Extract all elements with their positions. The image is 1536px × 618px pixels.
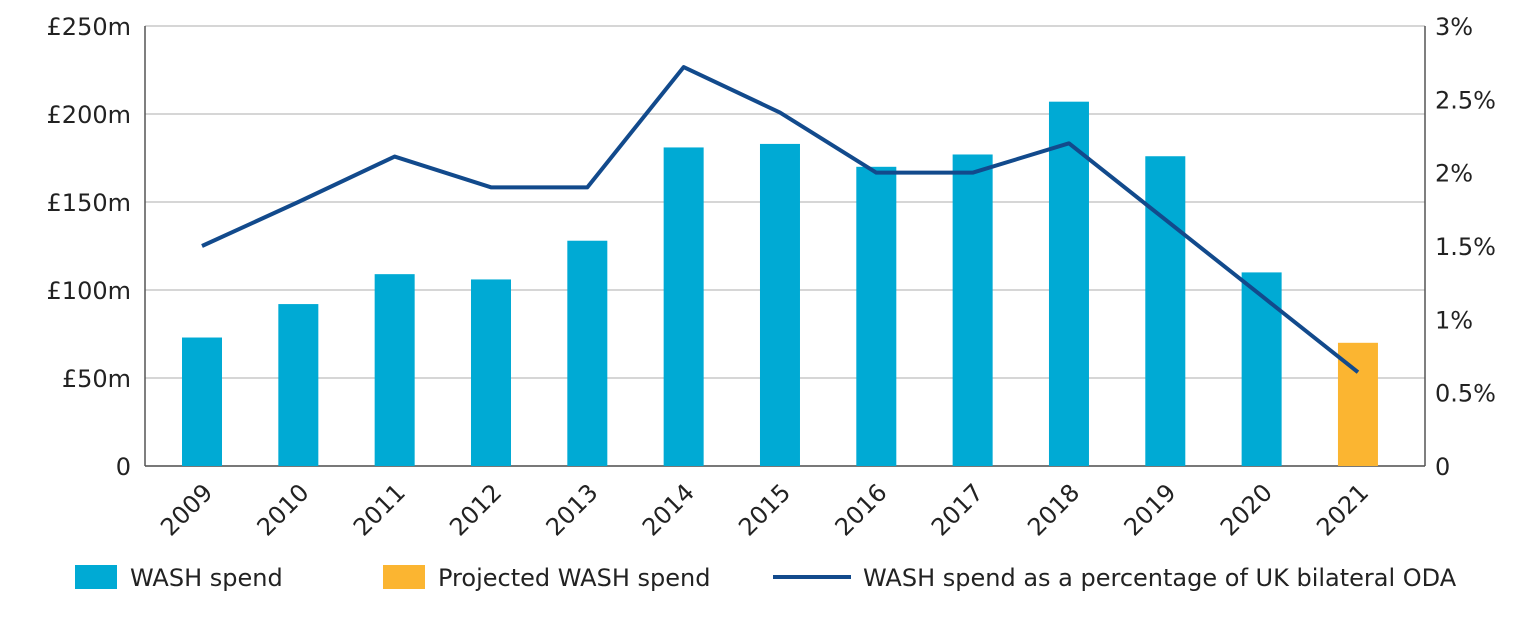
legend-label: WASH spend as a percentage of UK bilater… [863, 564, 1457, 592]
x-tick-label: 2016 [830, 478, 893, 541]
y2-tick-label: 1.5% [1435, 233, 1496, 261]
x-tick-label: 2010 [252, 478, 315, 541]
x-tick-label: 2017 [926, 478, 989, 541]
x-tick-label: 2009 [155, 478, 218, 541]
x-tick-label: 2015 [733, 478, 796, 541]
y2-tick-label: 2% [1435, 160, 1473, 188]
bar-2017 [953, 154, 993, 466]
x-tick-label: 2014 [637, 478, 700, 541]
x-tick-label: 2019 [1119, 478, 1182, 541]
bar-2015 [760, 144, 800, 466]
y-tick-label: £250m [47, 13, 131, 41]
bar-2011 [375, 274, 415, 466]
bar-2016 [856, 167, 896, 466]
y-tick-label: £100m [47, 277, 131, 305]
y2-tick-label: 1% [1435, 306, 1473, 334]
y-tick-label: £50m [62, 365, 131, 393]
legend-label: WASH spend [130, 564, 283, 592]
y-tick-label: £200m [47, 101, 131, 129]
y2-tick-label: 2.5% [1435, 86, 1496, 114]
y2-tick-label: 0 [1435, 453, 1450, 481]
y2-tick-label: 0.5% [1435, 380, 1496, 408]
y2-tick-label: 3% [1435, 13, 1473, 41]
x-tick-label: 2011 [348, 478, 411, 541]
x-tick-label: 2018 [1022, 478, 1085, 541]
bar-2010 [278, 304, 318, 466]
legend-label: Projected WASH spend [438, 564, 710, 592]
legend-swatch [383, 565, 425, 589]
bar-2020 [1242, 272, 1282, 466]
x-tick-label: 2013 [541, 478, 604, 541]
legend-swatch [75, 565, 117, 589]
y-tick-label: 0 [116, 453, 131, 481]
y-tick-label: £150m [47, 189, 131, 217]
x-tick-label: 2012 [444, 478, 507, 541]
x-tick-label: 2021 [1311, 478, 1374, 541]
x-tick-label: 2020 [1215, 478, 1278, 541]
bar-2013 [567, 241, 607, 466]
bar-2009 [182, 338, 222, 466]
bar-2012 [471, 279, 511, 466]
bar-2019 [1145, 156, 1185, 466]
bar-2014 [664, 147, 704, 466]
